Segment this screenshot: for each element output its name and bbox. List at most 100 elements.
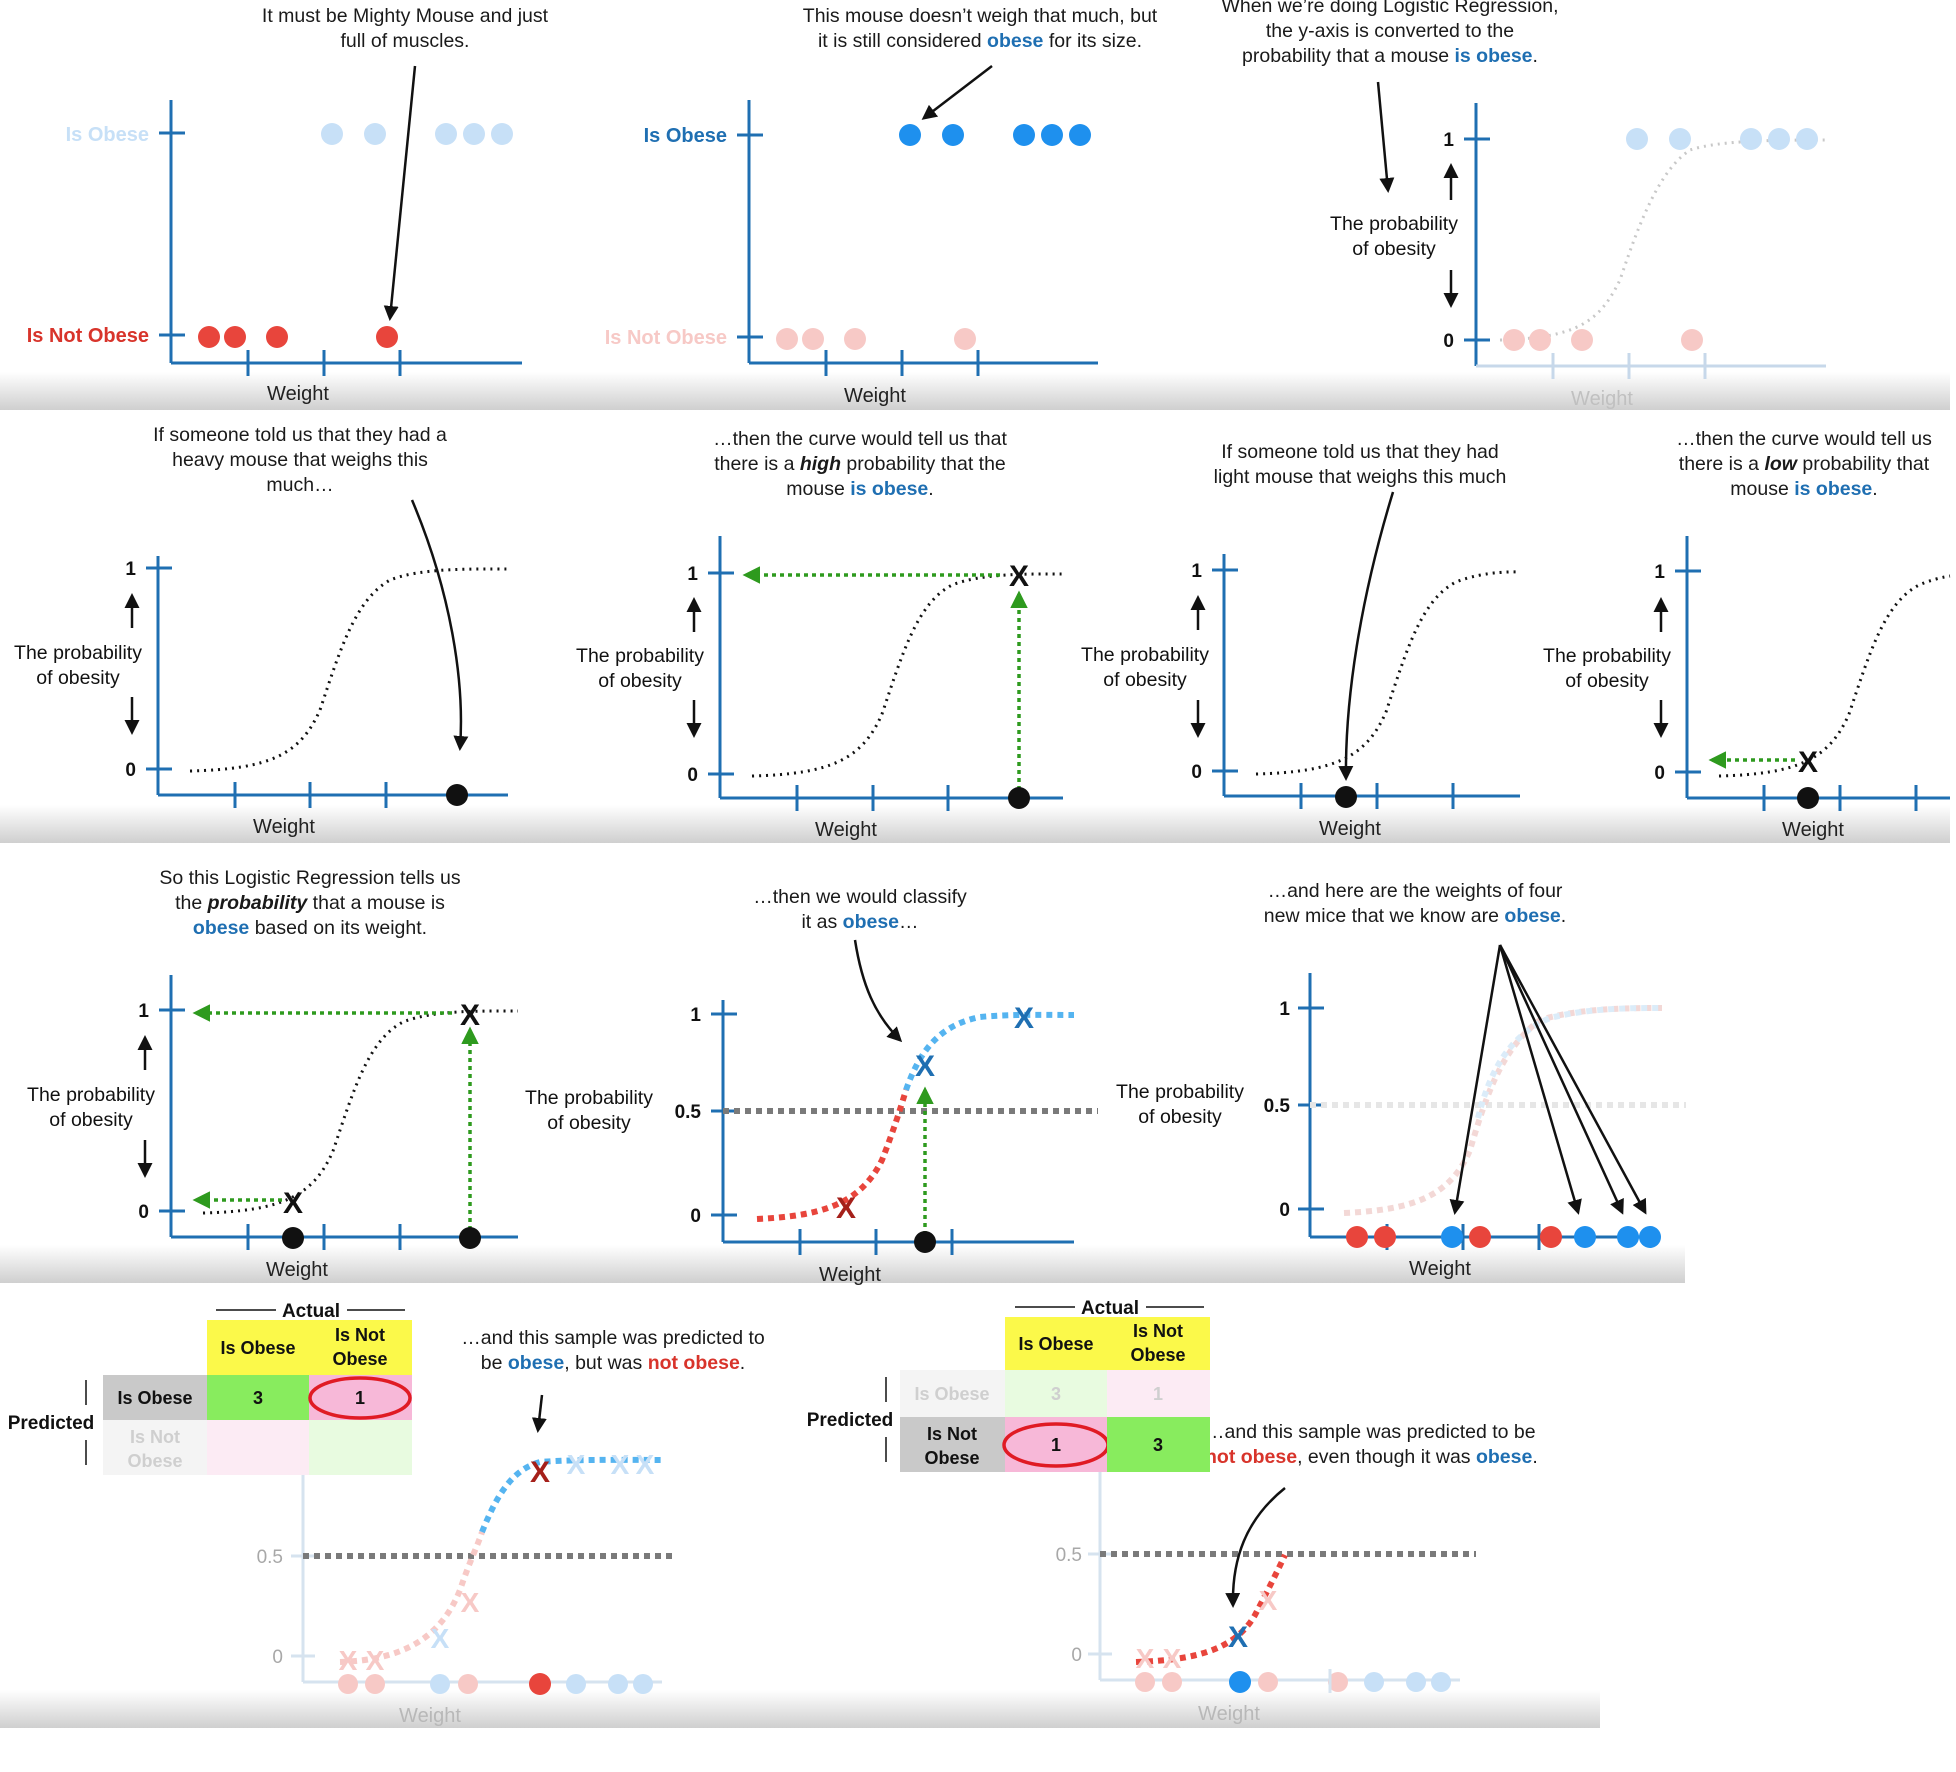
caption-line: If someone told us that they had a <box>153 424 447 446</box>
x-marker-icon: X <box>461 1587 480 1618</box>
data-point-obese <box>899 124 921 146</box>
fade-row2 <box>0 805 1950 843</box>
data-point-not-obese <box>1162 1672 1182 1692</box>
data-point-obese <box>1768 128 1790 150</box>
caption-text: there is a <box>714 453 800 475</box>
caption-obese: obese <box>192 917 250 939</box>
fade-row1-c <box>1200 372 1950 410</box>
x-axis-label: Weight <box>815 819 877 841</box>
header-is-not-text: Is Not <box>335 1325 385 1345</box>
data-point-obese <box>1431 1672 1451 1692</box>
y-axis-label: The probability <box>1081 644 1209 666</box>
row-is-not-obese <box>103 1420 207 1475</box>
fade-row1-a <box>0 372 580 410</box>
panel-light-mouse: 1 0 The probability of obesity Weight <box>1081 491 1521 840</box>
data-point-obese <box>364 123 386 145</box>
cell-true-negative <box>309 1420 412 1475</box>
y-tick-label: 1 <box>1191 561 1202 582</box>
y-axis-label: The probability <box>576 645 704 667</box>
predicted-label: Predicted <box>8 1413 95 1434</box>
arrow-icon <box>1376 81 1395 193</box>
arrow-icon <box>921 65 993 120</box>
header-is-not-obese <box>1107 1317 1210 1370</box>
y-tick-label: 0 <box>690 1206 701 1227</box>
caption-line: new mice that we know are obese. <box>1225 904 1605 929</box>
data-point-obese <box>1069 124 1091 146</box>
x-marker-icon: X <box>366 1645 385 1676</box>
y-axis-label: of obesity <box>36 667 120 689</box>
y-axis-label: of obesity <box>598 670 682 692</box>
caption-line: …and this sample was predicted to be <box>1205 1421 1536 1443</box>
caption-text: the <box>175 892 208 914</box>
y-axis-label: of obesity <box>49 1109 133 1131</box>
row-obese-text: Obese <box>127 1451 182 1471</box>
caption-heavy-mouse: If someone told us that they had a heavy… <box>120 423 480 498</box>
data-point-obese <box>1796 128 1818 150</box>
data-point-not-obese <box>1346 1226 1368 1248</box>
data-point-light <box>1797 787 1819 809</box>
panel-classify-obese: 1 0.5 0 The probability of obesity Weigh… <box>525 939 1098 1286</box>
confusion-matrix: Actual Is Obese Is Not Obese Is Obese 3 … <box>8 1301 412 1475</box>
caption-line: the y-axis is converted to the <box>1265 20 1515 42</box>
caption-text: there is a <box>1678 453 1765 475</box>
caption-line: there is a high probability that the <box>660 452 1060 477</box>
sigmoid-curve-faded <box>1343 1005 1663 1216</box>
caption-text: . <box>1532 1446 1538 1468</box>
y-tick-label: 1 <box>687 564 698 585</box>
caption-line: obese based on its weight. <box>130 916 490 941</box>
panel-probability-axis: 1 0 The probability of obesity Weight <box>1330 81 1827 410</box>
x-marker-icon: X <box>1014 1002 1034 1035</box>
fade-row4-a <box>0 1690 800 1728</box>
cell-true-positive <box>207 1375 309 1420</box>
label-is-not-obese: Is Not Obese <box>27 325 149 347</box>
x-marker-icon: X <box>1136 1643 1155 1674</box>
caption-probability: probability <box>207 892 308 914</box>
data-point-not-obese <box>1571 329 1593 351</box>
panel-separators <box>0 372 1950 1728</box>
sigmoid-curve <box>1499 138 1827 342</box>
data-point-obese <box>1626 128 1648 150</box>
row-is-not-text: Is Not <box>130 1427 180 1447</box>
x-marker-icon: X <box>1009 560 1029 593</box>
y-tick-label: 0 <box>1191 762 1202 783</box>
y-tick-label: 1 <box>1443 130 1454 151</box>
row-is-not-text: Is Not <box>927 1424 977 1444</box>
caption-not-obese: not obese <box>1205 1446 1298 1468</box>
caption-is-obese: is obese <box>1794 478 1873 500</box>
actual-label: Actual <box>282 1301 340 1322</box>
cell-false-negative-text: 1 <box>1051 1435 1061 1455</box>
data-point-obese <box>1406 1672 1426 1692</box>
cell-false-positive-text: 1 <box>355 1388 365 1408</box>
data-point-light <box>282 1227 304 1249</box>
x-marker-icon: X <box>915 1050 935 1083</box>
caption-text: . <box>1532 45 1538 67</box>
header-is-not-text: Is Not <box>1133 1321 1183 1341</box>
y-axis-label: of obesity <box>1565 670 1649 692</box>
y-tick-label: 1 <box>1654 562 1665 583</box>
caption-obese: obese <box>1504 905 1561 927</box>
arrow-icon <box>410 499 469 751</box>
fade-row3-a <box>0 1245 520 1283</box>
caption-low: low <box>1764 453 1797 475</box>
x-marker-icon: X <box>431 1623 450 1654</box>
data-point-obese <box>1740 128 1762 150</box>
highlight-ellipse <box>308 1376 412 1420</box>
data-point-obese <box>1617 1226 1639 1248</box>
caption-logistic-y-axis: When we’re doing Logistic Regression, th… <box>1180 0 1600 69</box>
caption-false-negative: …and this sample was predicted to be not… <box>1205 1420 1605 1470</box>
y-tick-label: 0 <box>272 1647 283 1668</box>
caption-line: there is a low probability that <box>1648 452 1956 477</box>
data-point-obese <box>1441 1226 1463 1248</box>
caption-text: , but was <box>564 1352 648 1374</box>
caption-classify-obese: …then we would classify it as obese… <box>690 885 1030 935</box>
data-point-obese <box>942 124 964 146</box>
row-is-obese <box>900 1370 1005 1417</box>
x-marker-icon: X <box>1163 1643 1182 1674</box>
data-point-not-obese <box>844 328 866 350</box>
arrow-icon <box>1225 1487 1286 1608</box>
caption-light-mouse: If someone told us that they had light m… <box>1170 440 1550 490</box>
caption-is-obese: is obese <box>1454 45 1533 67</box>
header-obese-text: Obese <box>1130 1345 1185 1365</box>
caption-text: mouse <box>1730 478 1795 500</box>
sigmoid-curve <box>751 572 1064 778</box>
